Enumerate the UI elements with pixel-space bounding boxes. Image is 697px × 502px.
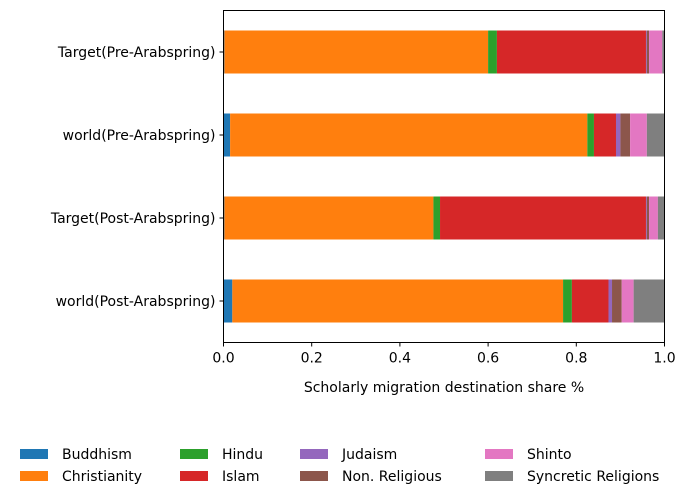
- bar-segment-christianity-4: [232, 279, 564, 323]
- legend-swatch: [485, 471, 513, 481]
- bar-segment-christianity-1: [224, 30, 489, 74]
- bar-segment-islam-4: [571, 279, 609, 323]
- x-tick-label: 1.0: [653, 351, 675, 367]
- x-tick-label: 0.6: [477, 351, 499, 367]
- legend-label: Buddhism: [62, 447, 132, 463]
- legend-swatch: [180, 449, 208, 459]
- y-tick-label: world(Post-Arabspring): [56, 294, 216, 310]
- bar-segment-syncretic-religions-2: [646, 113, 665, 157]
- x-tick-label: 0.8: [565, 351, 587, 367]
- bar-segment-syncretic-religions-1: [662, 30, 665, 74]
- bar-segment-shinto-1: [649, 30, 663, 74]
- legend-label: Judaism: [341, 447, 397, 463]
- y-axis: Target(Pre-Arabspring) world(Pre-Arabspri…: [50, 45, 224, 310]
- legend-swatch: [300, 449, 328, 459]
- bar-segment-buddhism-4: [223, 279, 233, 323]
- bar-segment-islam-1: [496, 30, 646, 74]
- bar-segment-judaism-1: [645, 30, 647, 74]
- bar-segment-syncretic-religions-3: [657, 196, 665, 240]
- legend-label: Christianity: [62, 469, 142, 485]
- bar-segment-shinto-2: [630, 113, 647, 157]
- legend-swatch: [20, 449, 48, 459]
- bar-segment-hindu-1: [488, 30, 497, 74]
- y-tick-label: world(Pre-Arabspring): [63, 128, 216, 144]
- bar-segment-buddhism-2: [223, 113, 231, 157]
- bar-segment-non-religious-4: [612, 279, 622, 323]
- bar-segment-shinto-3: [649, 196, 658, 240]
- bar-segment-christianity-2: [230, 113, 588, 157]
- bar-segment-islam-2: [593, 113, 616, 157]
- x-axis: 0.0 0.2 0.4 0.6 0.8 1.0: [212, 342, 676, 367]
- bar-layer: [223, 30, 665, 323]
- bar-segment-judaism-2: [615, 113, 621, 157]
- y-tick-label: Target(Post-Arabspring): [50, 211, 216, 227]
- bar-segment-non-religious-1: [646, 30, 650, 74]
- bar-segment-judaism-3: [645, 196, 647, 240]
- x-axis-label: Scholarly migration destination share %: [304, 380, 584, 396]
- legend-label: Non. Religious: [342, 469, 442, 485]
- bar-segment-islam-3: [440, 196, 646, 240]
- bar-segment-hindu-4: [563, 279, 572, 323]
- bar-segment-non-religious-2: [620, 113, 631, 157]
- bar-segment-hindu-3: [433, 196, 441, 240]
- bar-segment-hindu-2: [587, 113, 594, 157]
- y-tick-label: Target(Pre-Arabspring): [57, 45, 216, 61]
- bar-segment-judaism-4: [608, 279, 613, 323]
- legend: Buddhism Christianity Hindu Islam Judaism Non…: [20, 447, 659, 485]
- x-tick-label: 0.2: [301, 351, 323, 367]
- bar-segment-non-religious-3: [646, 196, 650, 240]
- legend-swatch: [485, 449, 513, 459]
- legend-swatch: [300, 471, 328, 481]
- legend-label: Islam: [222, 469, 260, 485]
- x-tick-label: 0.4: [389, 351, 411, 367]
- legend-swatch: [180, 471, 208, 481]
- bar-segment-christianity-3: [224, 196, 434, 240]
- bar-segment-shinto-4: [621, 279, 634, 323]
- x-tick-label: 0.0: [212, 351, 234, 367]
- legend-label: Shinto: [527, 447, 572, 463]
- legend-swatch: [20, 471, 48, 481]
- legend-label: Hindu: [222, 447, 263, 463]
- plot-frame: [223, 10, 665, 343]
- bar-segment-syncretic-religions-4: [633, 279, 665, 323]
- legend-label: Syncretic Religions: [527, 469, 659, 485]
